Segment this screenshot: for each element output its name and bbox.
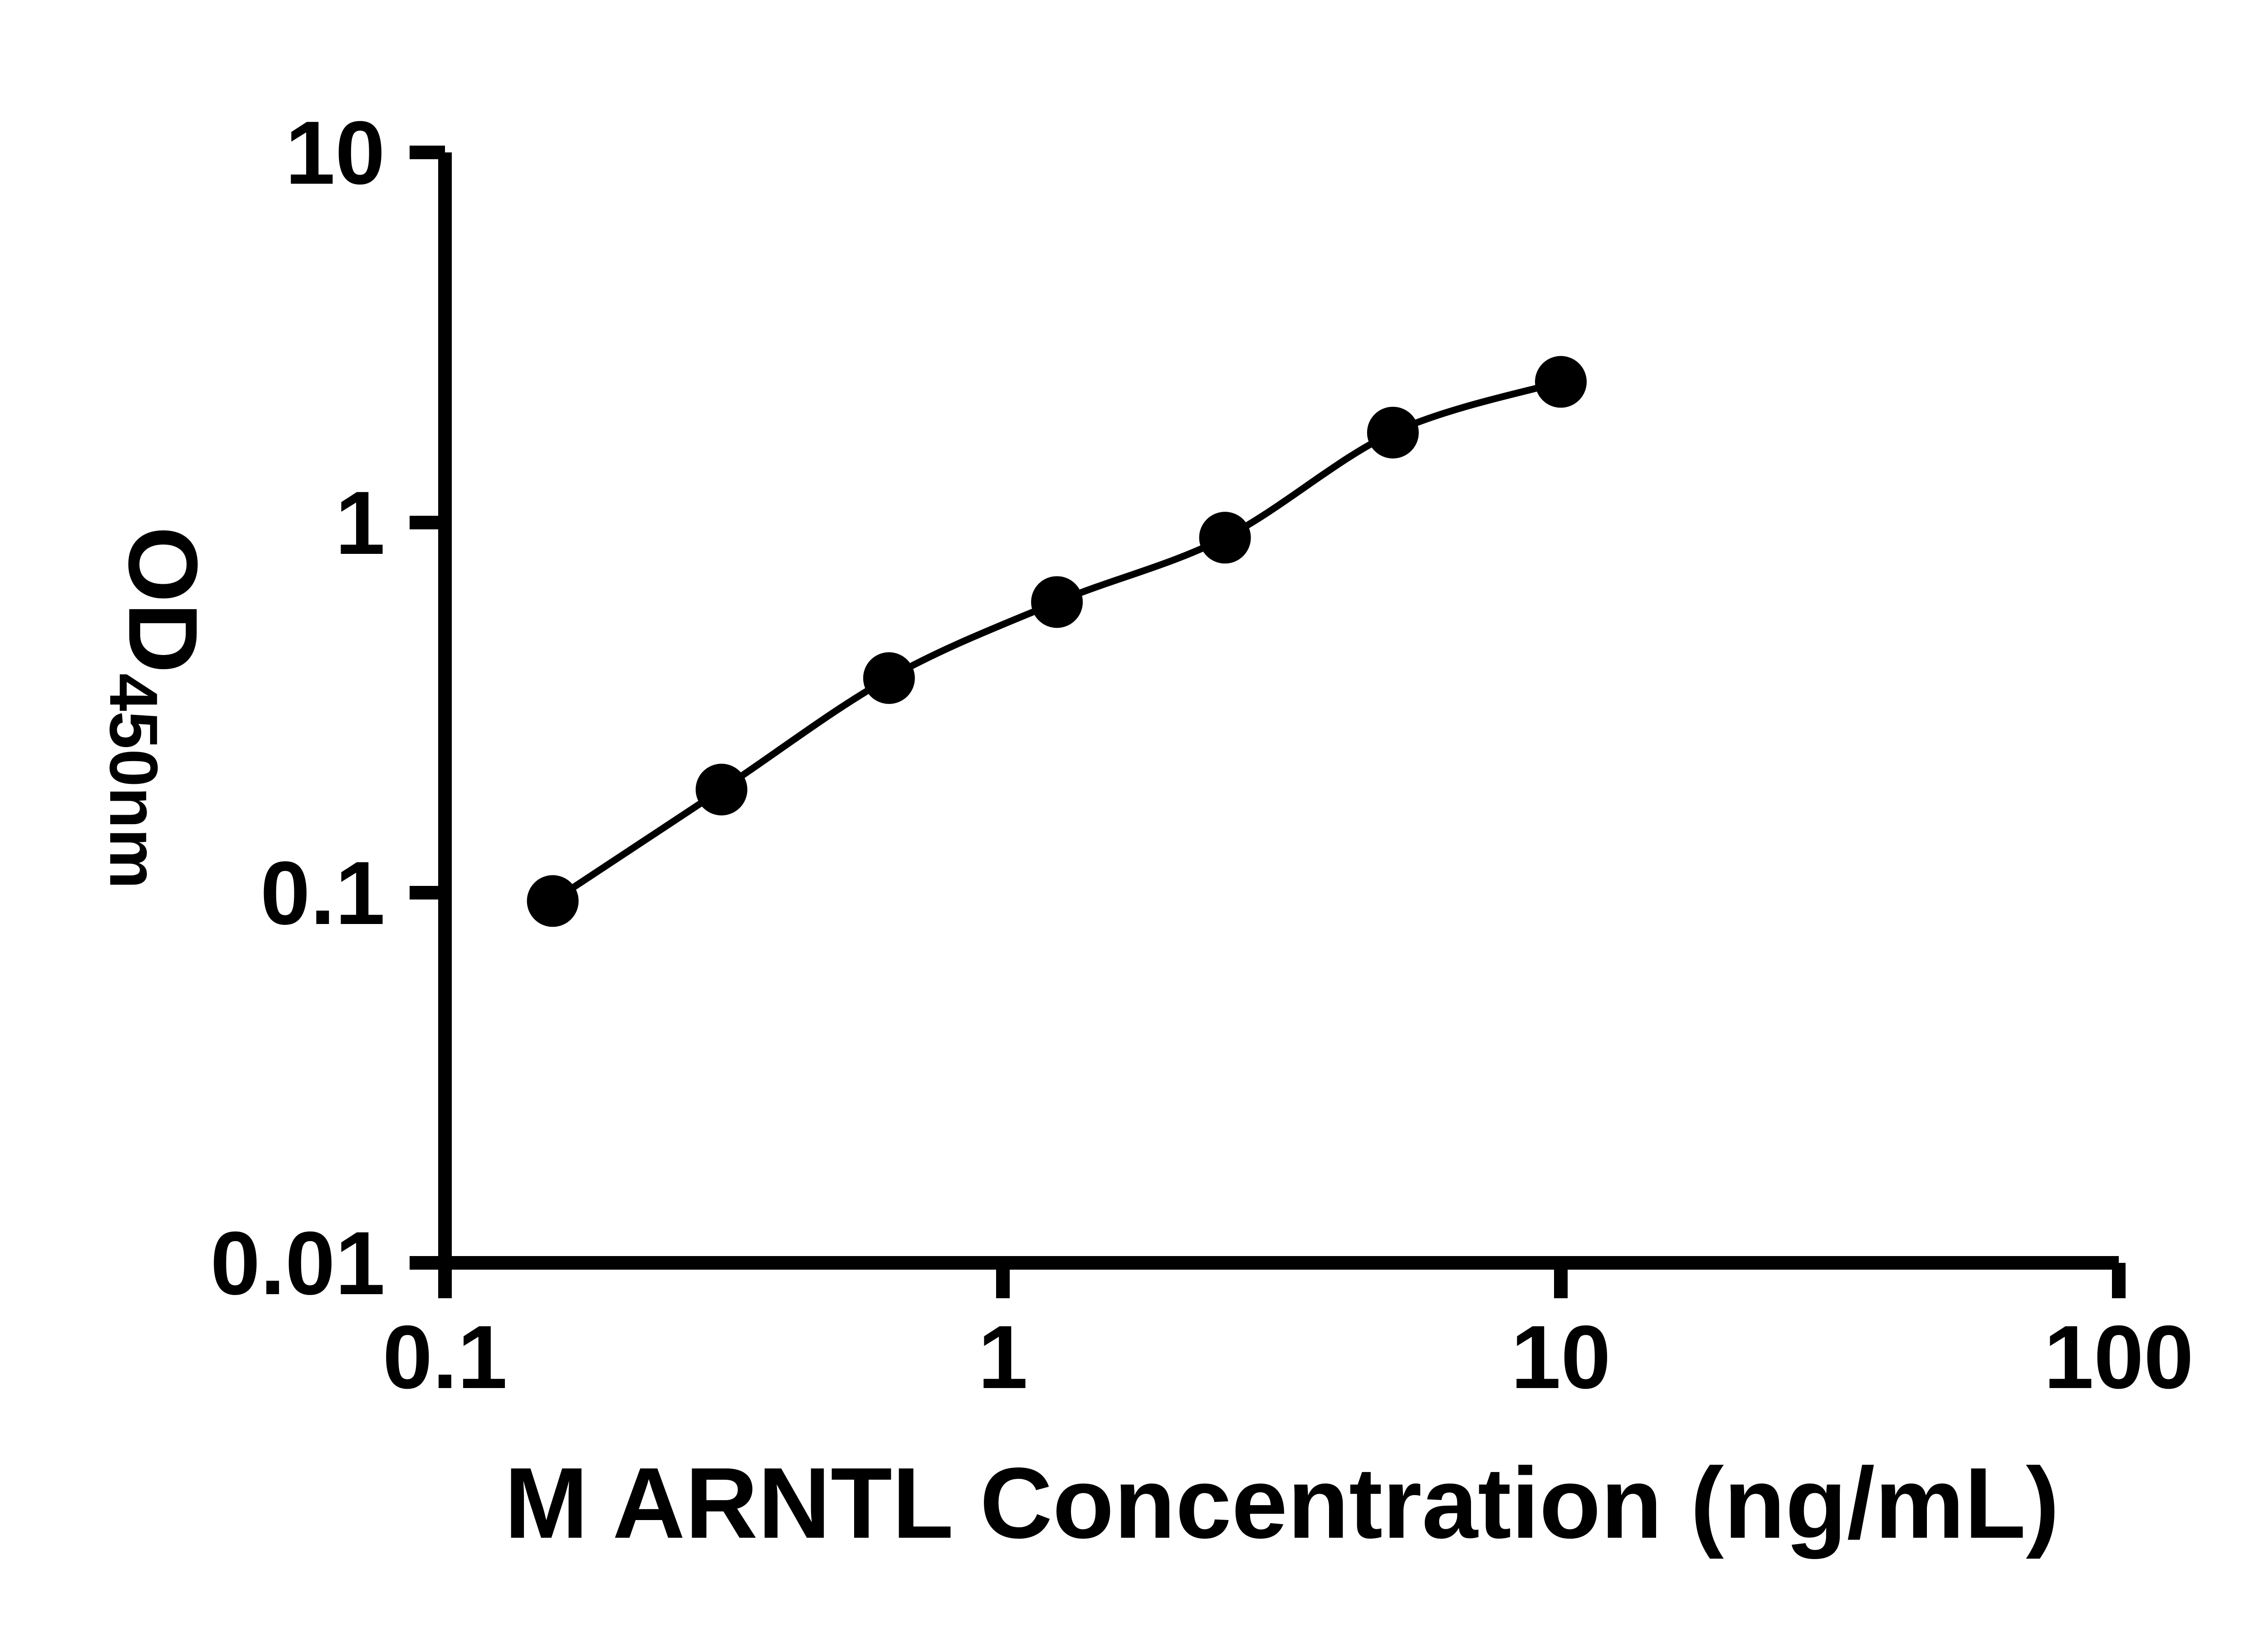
fit-curve	[549, 378, 1564, 905]
x-tick-label: 1	[978, 1307, 1028, 1407]
x-tick-label: 0.1	[382, 1307, 507, 1407]
y-axis-title-main: OD	[108, 526, 218, 673]
x-tick-label: 10	[1511, 1307, 1611, 1407]
y-axis-title: OD450nm	[96, 526, 218, 889]
y-tick-label: 10	[285, 103, 385, 203]
x-axis-title: M ARNTL Concentration (ng/mL)	[504, 1447, 2059, 1560]
data-point	[527, 875, 579, 927]
data-point	[1535, 356, 1587, 408]
data-point	[863, 652, 915, 704]
y-tick-label: 0.01	[210, 1213, 385, 1313]
data-point	[1031, 576, 1083, 628]
x-tick-label: 100	[2044, 1307, 2194, 1407]
data-point	[1367, 406, 1419, 459]
y-axis-title-subscript: 450nm	[96, 673, 172, 889]
axes	[438, 152, 2119, 1270]
data-point	[695, 763, 748, 816]
y-tick-label: 1	[335, 473, 385, 573]
data-point	[1199, 512, 1251, 564]
y-tick-label: 0.1	[260, 843, 385, 943]
